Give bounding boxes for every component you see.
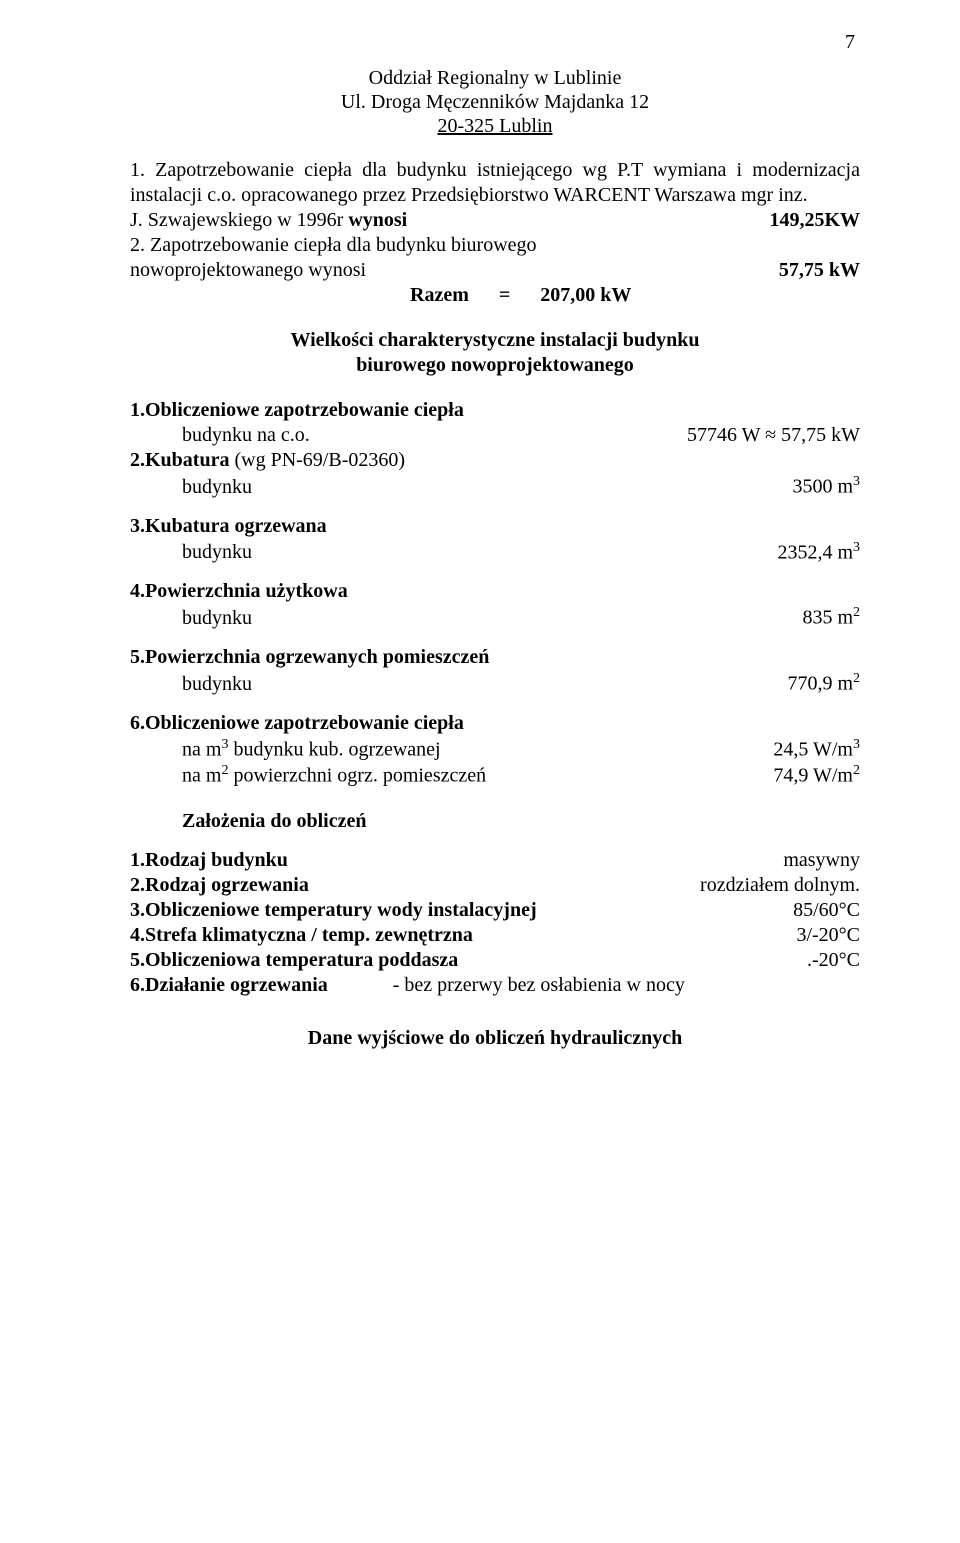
a2-row: budynku 3500 m3 [130,473,860,500]
a6-row1-label-a: na m [182,738,221,760]
a6-row2-val-num: 74,9 W/m [773,765,853,787]
a6-row1-val: 24,5 W/m3 [773,736,860,763]
a1-title: 1.Obliczeniowe zapotrzebowanie ciepła [130,398,860,423]
a4-row: budynku 835 m2 [130,604,860,631]
a6-row1-val-sup: 3 [853,737,860,752]
a3-label: budynku [182,540,252,565]
intro-p2-a: 2. Zapotrzebowanie ciepła dla budynku bi… [130,233,860,258]
a2-val-num: 3500 m [792,476,853,498]
b5-row: 5.Obliczeniowa temperatura poddasza .-20… [130,948,860,973]
b2-label: 2.Rodzaj ogrzewania [130,873,309,898]
a6-row2: na m2 powierzchni ogrz. pomieszczeń 74,9… [130,762,860,789]
razem-val: 207,00 kW [540,283,631,308]
a2-title: 2.Kubatura (wg PN-69/B-02360) [130,448,860,473]
a6-row2-label-a: na m [182,765,221,787]
a5-label: budynku [182,672,252,697]
a3-val-sup: 3 [853,540,860,555]
a2-val: 3500 m3 [792,473,860,500]
a6-title: 6.Obliczeniowe zapotrzebowanie ciepła [130,711,860,736]
intro-p1: 1. Zapotrzebowanie ciepła dla budynku is… [130,158,860,208]
b2-row: 2.Rodzaj ogrzewania rozdziałem dolnym. [130,873,860,898]
intro-p1-b: J. Szwajewskiego w 1996r wynosi [130,208,407,233]
assumptions-title: Założenia do obliczeń [130,809,860,834]
a6-row2-val: 74,9 W/m2 [773,762,860,789]
intro-p2-val: 57,75 kW [779,258,860,283]
b1-val: masywny [783,848,860,873]
a4-val: 835 m2 [802,604,860,631]
b5-val: .-20°C [807,948,860,973]
b4-val: 3/-20°C [796,923,860,948]
section-a-title-l1: Wielkości charakterystyczne instalacji b… [190,328,800,353]
a4-val-num: 835 m [802,607,853,629]
a5-val-num: 770,9 m [787,673,853,695]
b5-label: 5.Obliczeniowa temperatura poddasza [130,948,458,973]
intro-p1-value-row: J. Szwajewskiego w 1996r wynosi 149,25KW [130,208,860,233]
header-line-2: Ul. Droga Męczenników Majdanka 12 [130,90,860,114]
a2-val-sup: 3 [853,474,860,489]
b3-row: 3.Obliczeniowe temperatury wody instalac… [130,898,860,923]
a3-title: 3.Kubatura ogrzewana [130,514,860,539]
page-number: 7 [845,30,855,55]
a5-row: budynku 770,9 m2 [130,670,860,697]
section-a-title-l2: biurowego nowoprojektowanego [190,353,800,378]
a1-val: 57746 W ≈ 57,75 kW [687,423,860,448]
a2-title-b: (wg PN-69/B-02360) [229,449,405,471]
b1-label: 1.Rodzaj budynku [130,848,288,873]
intro-p1-b-bold: wynosi [348,209,407,231]
a5-val-sup: 2 [853,671,860,686]
a6-row1-val-num: 24,5 W/m [773,738,853,760]
a3-val: 2352,4 m3 [777,539,860,566]
b3-val: 85/60°C [793,898,860,923]
header-line-3: 20-325 Lublin [130,114,860,138]
b3-label: 3.Obliczeniowe temperatury wody instalac… [130,898,537,923]
a6-row2-label: na m2 powierzchni ogrz. pomieszczeń [182,762,486,789]
a4-title: 4.Powierzchnia użytkowa [130,579,860,604]
b1-row: 1.Rodzaj budynku masywny [130,848,860,873]
razem-row: Razem = 207,00 kW [130,283,860,308]
section-a-title: Wielkości charakterystyczne instalacji b… [130,328,860,378]
b2-val: rozdziałem dolnym. [700,873,860,898]
a2-title-a: 2.Kubatura [130,449,229,471]
razem-label: Razem [410,283,469,308]
a1-row: budynku na c.o. 57746 W ≈ 57,75 kW [130,423,860,448]
intro-p2-label: nowoprojektowanego wynosi [130,258,366,283]
a2-label: budynku [182,475,252,500]
b6-row: 6.Działanie ogrzewania - bez przerwy bez… [130,973,860,998]
a5-title: 5.Powierzchnia ogrzewanych pomieszczeń [130,645,860,670]
page: 7 Oddział Regionalny w Lublinie Ul. Drog… [0,0,960,1543]
a4-val-sup: 2 [853,605,860,620]
a3-val-num: 2352,4 m [777,541,853,563]
a6-row1: na m3 budynku kub. ogrzewanej 24,5 W/m3 [130,736,860,763]
razem-eq: = [499,283,510,308]
a6-row2-val-sup: 2 [853,763,860,778]
a4-label: budynku [182,606,252,631]
a6-row1-label: na m3 budynku kub. ogrzewanej [182,736,441,763]
b4-row: 4.Strefa klimatyczna / temp. zewnętrzna … [130,923,860,948]
b4-label: 4.Strefa klimatyczna / temp. zewnętrzna [130,923,473,948]
b6-label-a: 6.Działanie ogrzewania [130,974,328,996]
a1-label: budynku na c.o. [182,423,310,448]
header-block: Oddział Regionalny w Lublinie Ul. Droga … [130,66,860,138]
a5-val: 770,9 m2 [787,670,860,697]
intro-p1-b-label: J. Szwajewskiego w 1996r [130,209,348,231]
footer-title: Dane wyjściowe do obliczeń hydraulicznyc… [130,1026,860,1051]
a3-row: budynku 2352,4 m3 [130,539,860,566]
a6-row2-label-b: powierzchni ogrz. pomieszczeń [228,765,486,787]
header-line-1: Oddział Regionalny w Lublinie [130,66,860,90]
intro-p2-row: nowoprojektowanego wynosi 57,75 kW [130,258,860,283]
intro-p1-val: 149,25KW [769,208,860,233]
intro-p1-text: 1. Zapotrzebowanie ciepła dla budynku is… [130,159,860,206]
a6-row1-label-b: budynku kub. ogrzewanej [228,738,440,760]
b6-label-b: - bez przerwy bez osłabienia w nocy [393,974,685,996]
